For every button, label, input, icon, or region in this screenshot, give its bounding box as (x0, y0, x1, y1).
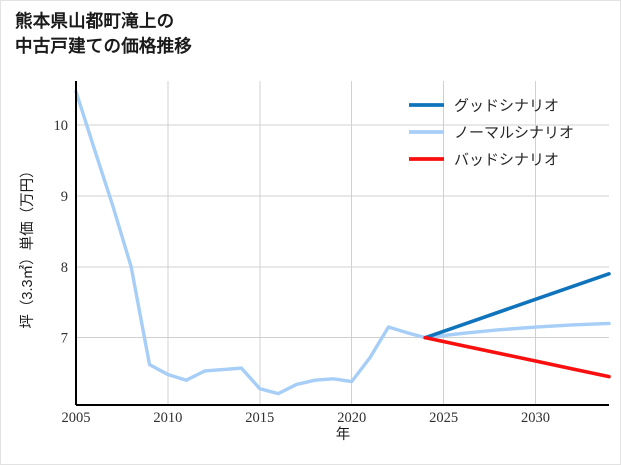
x-tick-label: 2020 (337, 410, 366, 426)
series-line-ノーマルシナリオ (74, 89, 611, 396)
axis-spines (74, 81, 609, 407)
y-axis-tick-labels: 7 8 9 10 (54, 118, 69, 347)
series-line-グッドシナリオ (423, 272, 611, 340)
series-line-バッドシナリオ (423, 335, 611, 379)
page-title: 熊本県山都町滝上の 中古戸建ての価格推移 (15, 11, 192, 57)
y-tick-label: 9 (61, 189, 68, 205)
legend-label-bad[interactable]: バッドシナリオ (454, 153, 559, 169)
x-axis-tick-labels: 2005 2010 2015 2020 2025 2030 (62, 410, 550, 426)
x-tick-label: 2005 (62, 410, 91, 426)
gridlines (75, 81, 609, 405)
y-tick-label: 8 (61, 260, 68, 276)
y-tick-label: 10 (54, 118, 69, 134)
x-axis-title: 年 (336, 426, 351, 443)
legend-label-normal[interactable]: ノーマルシナリオ (454, 126, 574, 142)
y-tick-label: 7 (61, 331, 68, 347)
x-tick-label: 2030 (521, 410, 550, 426)
x-tick-label: 2025 (429, 410, 458, 426)
legend-label-good[interactable]: グッドシナリオ (454, 98, 559, 115)
x-tick-label: 2015 (245, 410, 274, 426)
y-axis-title: 坪（3.3㎡）単価（万円） (19, 163, 36, 328)
series-lines (74, 89, 611, 396)
x-tick-label: 2010 (153, 410, 182, 426)
